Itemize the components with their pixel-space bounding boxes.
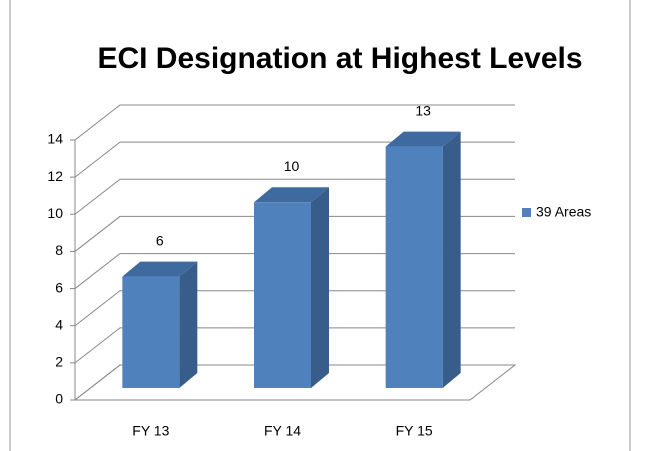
grid-line (74, 327, 515, 364)
bar-top (122, 261, 198, 277)
data-label: 6 (156, 232, 164, 248)
data-label: 13 (415, 102, 431, 118)
y-tick-label: 6 (55, 279, 63, 295)
bar (385, 146, 443, 388)
y-tick-label: 2 (55, 354, 63, 370)
data-label: 10 (284, 158, 300, 174)
grid-line (74, 290, 515, 327)
x-tick-label: FY 14 (264, 423, 301, 439)
x-tick-label: FY 15 (396, 423, 433, 439)
grid-line (74, 178, 515, 215)
y-tick-label: 4 (55, 316, 63, 332)
grid-line (74, 141, 515, 178)
chart-title: ECI Designation at Highest Levels (97, 42, 582, 75)
bar-side (179, 261, 198, 388)
bar (254, 202, 311, 388)
y-tick-label: 10 (47, 205, 63, 221)
grid-line (74, 364, 515, 401)
y-tick-label: 14 (47, 131, 63, 147)
legend-label: 39 Areas (536, 204, 591, 220)
bar (122, 276, 180, 388)
bar-top (254, 187, 329, 203)
grid-line (74, 253, 515, 289)
grid-line (74, 215, 515, 252)
grid-line (74, 104, 515, 141)
x-tick-label: FY 13 (132, 423, 169, 439)
y-tick-label: 8 (55, 242, 63, 258)
legend-swatch (522, 208, 531, 217)
bar-side (442, 131, 461, 389)
y-tick-label: 0 (55, 391, 63, 407)
bar-side (311, 187, 329, 388)
y-tick-label: 12 (47, 168, 63, 184)
bar-top (385, 131, 461, 147)
